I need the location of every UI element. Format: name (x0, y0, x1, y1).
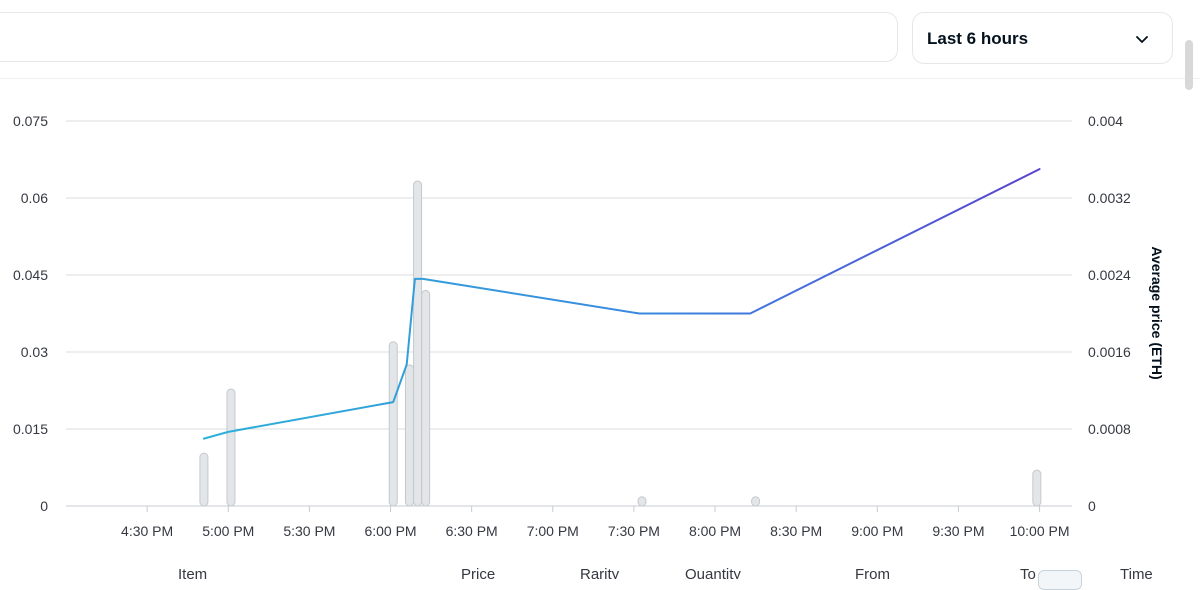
x-tick-label: 6:30 PM (446, 523, 498, 539)
scrollbar-thumb[interactable] (1185, 40, 1193, 90)
volume-bar (199, 452, 209, 507)
search-input[interactable] (0, 12, 898, 62)
left-tick-label: 0.03 (21, 344, 48, 360)
volume-bar (413, 180, 423, 507)
gridlines (66, 120, 1072, 507)
x-tick-label: 5:00 PM (202, 523, 254, 539)
left-tick-label: 0.045 (13, 267, 48, 283)
right-tick-label: 0.0024 (1088, 267, 1131, 283)
x-tick-label: 8:30 PM (770, 523, 822, 539)
x-tick-label: 4:30 PM (121, 523, 173, 539)
volume-bar (226, 388, 236, 507)
right-tick-label: 0.0032 (1088, 190, 1131, 206)
chevron-down-icon (1136, 36, 1148, 43)
header-time[interactable]: Time (1120, 566, 1153, 579)
price-line-path (202, 168, 1041, 440)
right-tick-label: 0.004 (1088, 113, 1123, 129)
left-axis-ticks: 0 0.015 0.03 0.045 0.06 0.075 (13, 113, 48, 514)
right-tick-label: 0.0016 (1088, 344, 1131, 360)
header-to[interactable]: To (1020, 566, 1036, 579)
header-rarity[interactable]: Rarity (580, 566, 620, 579)
left-tick-label: 0.015 (13, 421, 48, 437)
volume-bar (1032, 469, 1042, 507)
x-tick-label: 7:30 PM (608, 523, 660, 539)
left-tick-label: 0 (40, 498, 48, 514)
header-from[interactable]: From (855, 566, 890, 579)
right-axis-title: Average price (ETH) (1149, 246, 1165, 379)
x-axis-ticks: 4:30 PM 5:00 PM 5:30 PM 6:00 PM 6:30 PM 7:00 … (121, 506, 1070, 539)
left-tick-label: 0.06 (21, 190, 48, 206)
filter-bar: Last 6 hours (0, 0, 1200, 90)
right-axis-ticks: 0 0.0008 0.0016 0.0024 0.0032 0.004 (1088, 113, 1131, 514)
header-price[interactable]: Price (461, 566, 496, 579)
left-tick-label: 0.075 (13, 113, 48, 129)
volume-bar (388, 341, 398, 507)
header-item[interactable]: Item (178, 566, 208, 579)
right-tick-label: 0.0008 (1088, 421, 1131, 437)
header-quantity[interactable]: Quantity (685, 566, 741, 579)
table-header-row: Item Price Rarity Quantity From To Time (0, 566, 1200, 579)
right-tick-label: 0 (1088, 498, 1096, 514)
x-tick-label: 8:00 PM (689, 523, 741, 539)
x-tick-label: 7:00 PM (527, 523, 579, 539)
x-tick-label: 10:00 PM (1010, 523, 1070, 539)
time-range-dropdown[interactable]: Last 6 hours (912, 12, 1173, 64)
volume-bars (199, 180, 1042, 507)
x-tick-label: 9:30 PM (932, 523, 984, 539)
volume-bar (751, 496, 761, 507)
avatar[interactable] (1038, 570, 1082, 590)
average-price-line (202, 168, 1041, 440)
x-tick-label: 5:30 PM (283, 523, 335, 539)
x-tick-label: 9:00 PM (851, 523, 903, 539)
volume-bar (637, 496, 647, 507)
price-volume-chart: 0 0.015 0.03 0.045 0.06 0.075 0 0.0008 0.0016 0.… (13, 113, 1165, 539)
volume-bar (421, 289, 431, 507)
x-tick-label: 6:00 PM (364, 523, 416, 539)
volume-bar (404, 364, 414, 507)
time-range-label: Last 6 hours (927, 29, 1029, 48)
